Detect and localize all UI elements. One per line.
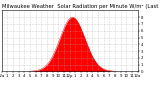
Text: Milwaukee Weather  Solar Radiation per Minute W/m² (Last 24 Hours): Milwaukee Weather Solar Radiation per Mi…	[2, 4, 160, 9]
